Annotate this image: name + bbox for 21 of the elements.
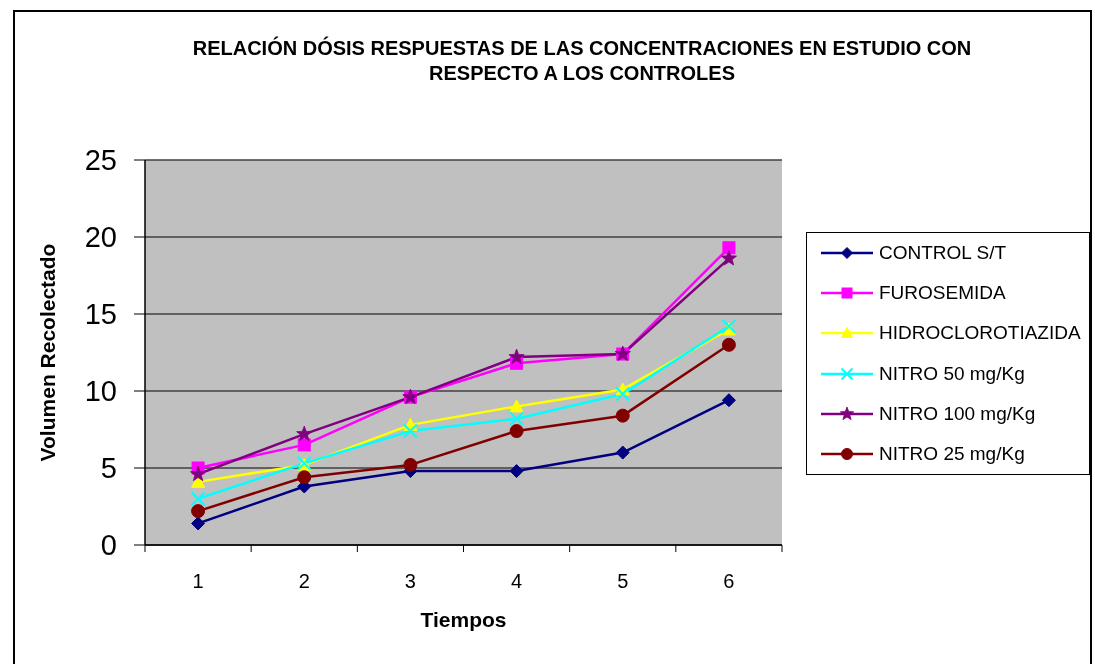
legend-label: FUROSEMIDA — [879, 282, 1006, 305]
y-tick-label: 15 — [84, 298, 117, 331]
x-tick-label: 2 — [298, 570, 310, 593]
y-tick-label: 10 — [84, 375, 117, 408]
y-tick-label: 5 — [100, 452, 117, 485]
x-axis-title: Tiempos — [420, 607, 507, 631]
x-tick-label: 4 — [511, 570, 523, 593]
x-tick-label: 6 — [723, 570, 735, 593]
legend-label: HIDROCLOROTIAZIDA — [879, 322, 1081, 345]
legend-label: NITRO 50 mg/Kg — [879, 362, 1025, 385]
y-tick-label: 0 — [100, 529, 117, 562]
legend-label: NITRO 100 mg/Kg — [879, 402, 1036, 425]
legend-label: NITRO 25 mg/Kg — [879, 443, 1025, 466]
y-tick-label: 25 — [84, 144, 117, 177]
y-tick-label: 20 — [84, 221, 117, 254]
x-tick-label: 1 — [192, 570, 204, 593]
y-axis-title: Volumen Recolectado — [35, 243, 59, 462]
legend-label: CONTROL S/T — [879, 242, 1007, 265]
chart-title: RELACIÓN DÓSIS RESPUESTAS DE LAS CONCENTRACIONES EN ESTUDIO CON RESPECTO A LOS CONTROLES — [191, 36, 973, 86]
x-tick-label: 5 — [617, 570, 629, 593]
x-tick-label: 3 — [404, 570, 416, 593]
